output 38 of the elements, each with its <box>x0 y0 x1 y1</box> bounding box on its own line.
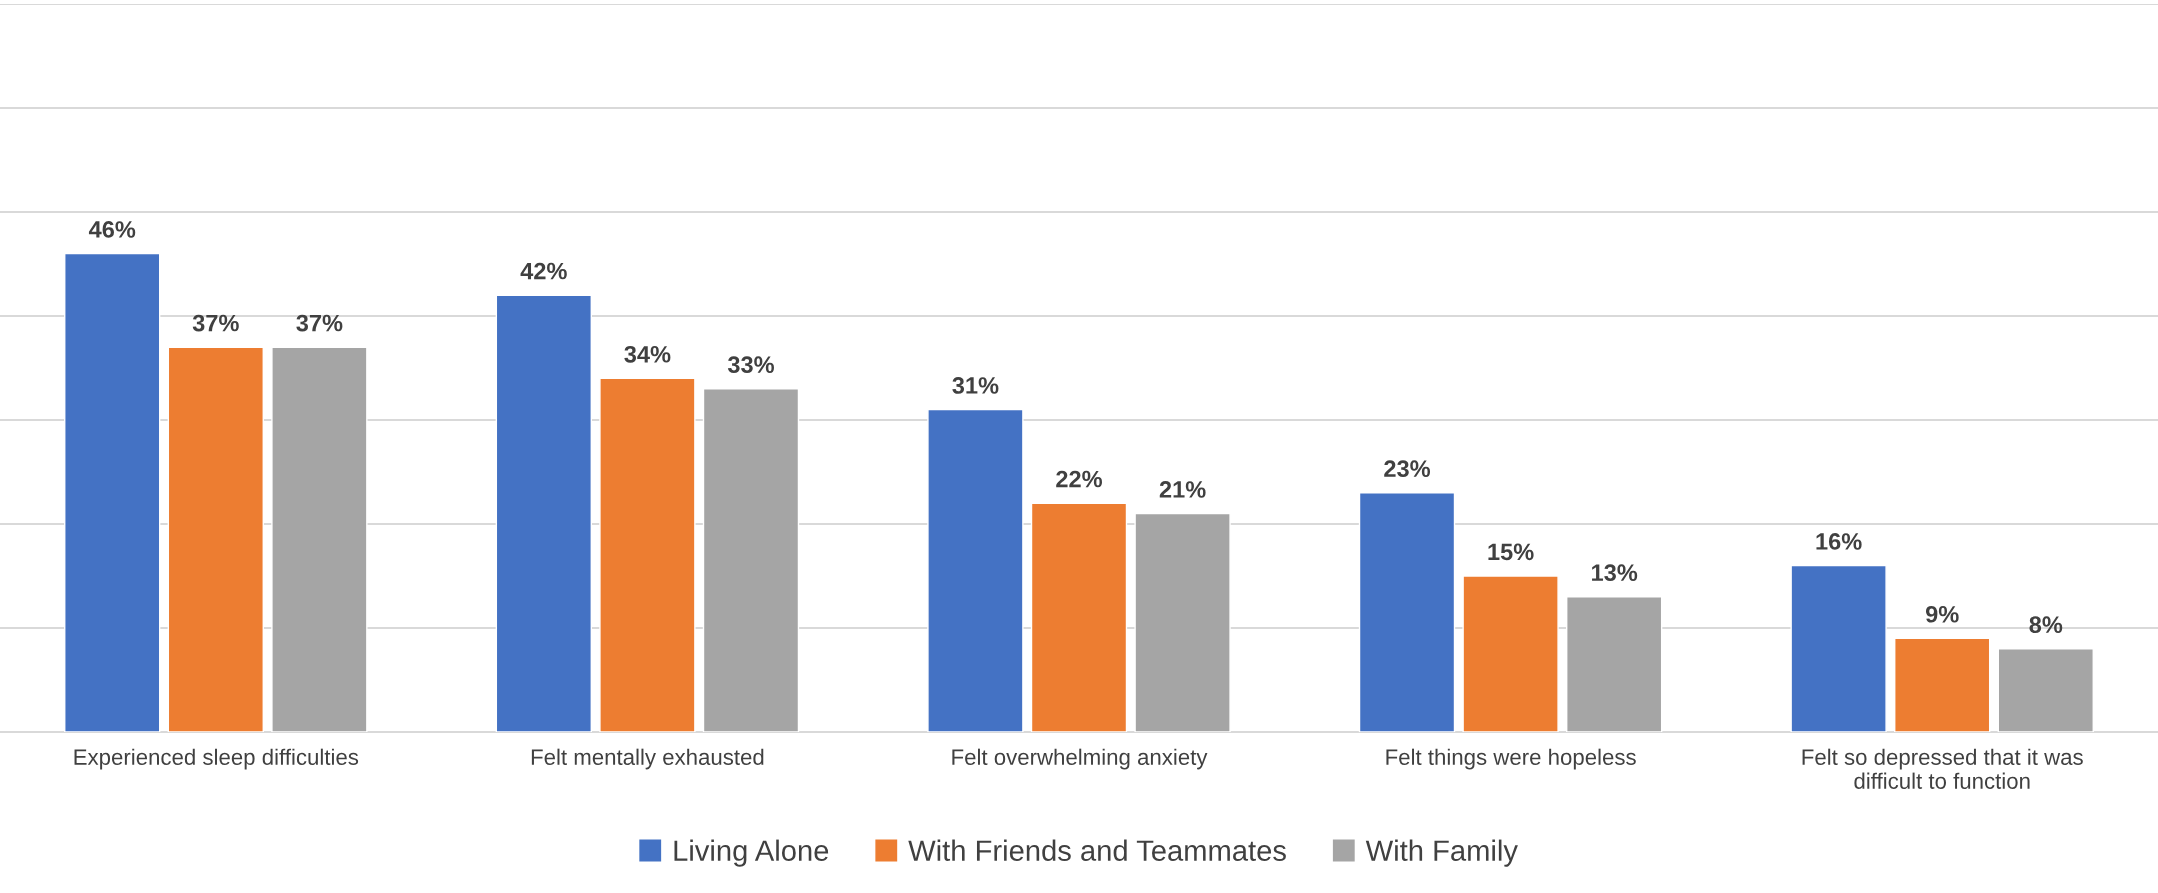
bar <box>1358 492 1456 732</box>
bar <box>702 388 800 732</box>
data-label: 34% <box>624 345 671 363</box>
data-label: 42% <box>520 262 567 280</box>
data-label: 37% <box>296 314 343 332</box>
data-label: 13% <box>1592 564 1638 582</box>
data-label: 46% <box>88 221 136 238</box>
legend-label: With Friends and Teammates <box>908 839 1286 861</box>
x-tick-label: Felt things were hopeless <box>1386 748 1636 770</box>
bar <box>271 346 368 732</box>
data-label: 16% <box>1816 533 1862 550</box>
bar <box>599 377 696 732</box>
data-label: 37% <box>192 314 239 332</box>
data-label: 8% <box>2029 616 2063 634</box>
bar <box>1134 512 1231 732</box>
bar <box>1566 596 1663 732</box>
bar <box>495 294 592 732</box>
legend-label: Living Alone <box>674 839 829 867</box>
data-label: 9% <box>1925 605 1959 623</box>
bar <box>1030 502 1128 732</box>
data-label: 23% <box>1384 460 1431 478</box>
legend-label: With Family <box>1365 839 1518 867</box>
x-tick-label: Felt mentally exhausted <box>531 748 764 770</box>
x-tick-label: Felt overwhelming anxiety <box>952 748 1208 770</box>
data-label: 15% <box>1488 543 1534 561</box>
x-tick-label: Experienced sleep difficulties <box>74 748 359 770</box>
bar <box>167 346 264 732</box>
x-tick-label: Felt so depressed that it was difficult to function <box>1802 748 2083 789</box>
data-label: 22% <box>1056 470 1103 488</box>
data-label: 31% <box>952 377 999 394</box>
bar <box>1790 564 1887 732</box>
bar <box>1462 575 1559 732</box>
bar <box>927 408 1024 732</box>
bar <box>1997 648 2094 732</box>
bar <box>64 252 161 732</box>
data-label: 33% <box>727 356 774 374</box>
data-label: 21% <box>1159 481 1206 498</box>
bar <box>1894 637 1991 732</box>
